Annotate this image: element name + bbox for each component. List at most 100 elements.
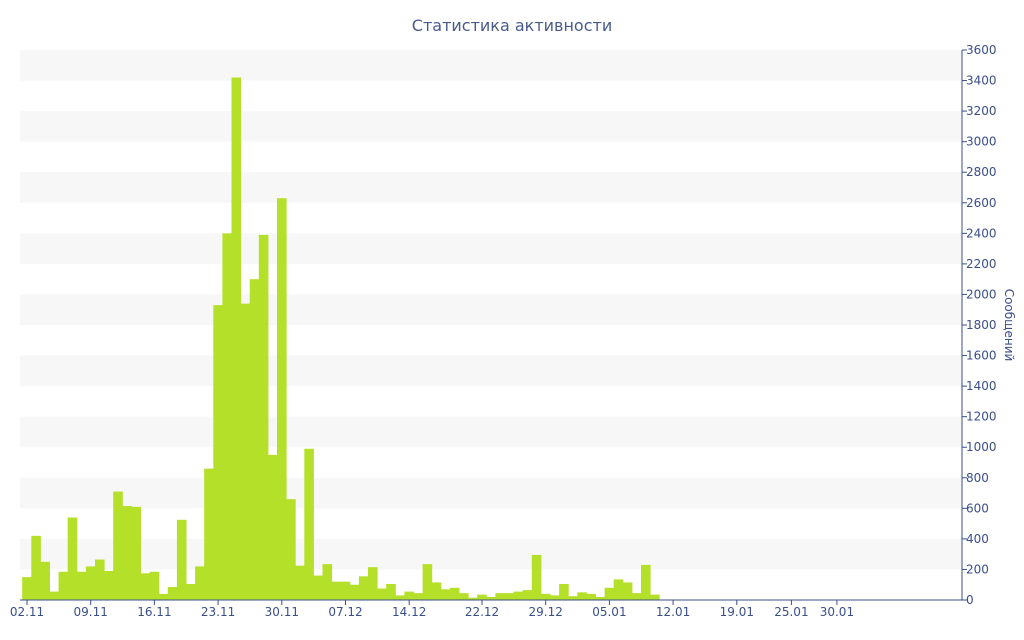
bar (486, 596, 496, 600)
bar (440, 589, 451, 600)
bar (631, 593, 642, 601)
y-tick-label: 0 (966, 593, 974, 607)
bar (595, 596, 606, 600)
y-tick-label: 1000 (966, 440, 997, 454)
bar (377, 588, 387, 600)
bar (149, 571, 160, 600)
bar (313, 575, 323, 600)
bar (31, 535, 41, 600)
bar (358, 576, 369, 600)
bar (577, 592, 587, 600)
bar (331, 581, 342, 600)
bar (531, 554, 542, 600)
y-tick-label: 200 (966, 562, 989, 576)
grid-band (20, 355, 962, 387)
bar (58, 571, 69, 600)
bar (586, 593, 596, 600)
bar (213, 305, 223, 600)
bar (85, 566, 96, 600)
x-tick-label: 30.01 (820, 605, 854, 619)
bar (404, 591, 414, 600)
bar (240, 303, 251, 600)
bar (550, 595, 560, 600)
bar (49, 591, 60, 600)
bar (258, 234, 269, 601)
bar (522, 590, 533, 600)
x-tick-label: 02.11 (10, 605, 44, 619)
bar (395, 595, 405, 600)
y-tick-label: 3200 (966, 104, 997, 118)
y-tick-label: 3400 (966, 74, 997, 88)
bar (622, 582, 633, 600)
x-axis-ticks: 02.11 09.11 16.11 23.11 30.11 07.12 14.12 22.12… (10, 600, 854, 619)
bar (140, 573, 151, 600)
bar (459, 593, 469, 601)
bar (495, 593, 505, 601)
bar (468, 597, 478, 600)
y-tick-label: 2000 (966, 287, 997, 301)
bar (131, 506, 141, 600)
bar (386, 583, 396, 600)
grid-band (20, 416, 962, 448)
y-tick-label: 2200 (966, 257, 997, 271)
y-tick-label: 800 (966, 471, 989, 485)
bar (295, 565, 305, 601)
bar (368, 567, 378, 600)
y-tick-label: 400 (966, 532, 989, 546)
chart-title: Статистика активности (412, 16, 612, 35)
bar (67, 517, 78, 600)
bar (195, 566, 205, 600)
bar (449, 587, 460, 600)
grid-band (20, 172, 962, 203)
grid-band (20, 233, 962, 264)
grid-band (20, 538, 962, 570)
bar (95, 559, 105, 600)
bar (22, 577, 32, 600)
bar (568, 596, 578, 600)
bar (304, 448, 314, 600)
bar (604, 587, 615, 600)
x-tick-label: 07.12 (328, 605, 362, 619)
x-tick-label: 30.11 (265, 605, 299, 619)
y-tick-label: 2600 (966, 196, 997, 210)
x-tick-label: 22.12 (465, 605, 499, 619)
grid-bands (20, 50, 962, 570)
x-tick-label: 23.11 (201, 605, 235, 619)
bar (559, 583, 569, 600)
bar (340, 581, 351, 600)
bar (431, 582, 442, 600)
x-tick-label: 12.01 (656, 605, 690, 619)
y-tick-label: 2800 (966, 165, 997, 179)
bar (650, 594, 660, 600)
bar (413, 593, 424, 601)
x-tick-label: 19.01 (720, 605, 754, 619)
grid-band (20, 50, 962, 81)
bar (613, 579, 624, 601)
bar (641, 564, 651, 600)
bar (513, 591, 524, 600)
y-tick-label: 600 (966, 501, 989, 515)
y-tick-label: 3600 (966, 43, 997, 57)
bar (277, 198, 287, 600)
bar (267, 454, 278, 600)
y-tick-label: 3000 (966, 135, 997, 149)
y-tick-label: 2400 (966, 226, 997, 240)
bar (186, 583, 196, 600)
bar (167, 587, 178, 600)
bar (540, 593, 551, 600)
bar (113, 491, 123, 600)
bar (158, 593, 169, 600)
bar (322, 564, 333, 600)
bar (204, 468, 214, 600)
y-tick-label: 1400 (966, 379, 997, 393)
bar (477, 594, 487, 600)
bar (504, 593, 515, 601)
bar (231, 77, 242, 600)
bar (122, 506, 132, 600)
y-tick-label: 1600 (966, 349, 997, 363)
bar (249, 279, 260, 600)
bar (222, 233, 232, 600)
bar (422, 564, 433, 600)
y-axis-ticks: 0 200 400 600 800 1000 1200 1400 1600 1800 2000 220… (962, 43, 997, 607)
